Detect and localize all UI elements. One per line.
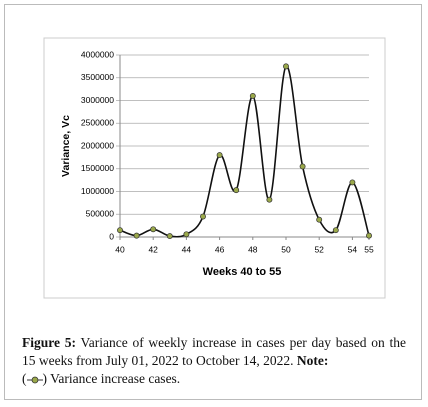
point <box>200 213 206 220</box>
point <box>366 232 372 239</box>
point <box>133 232 140 239</box>
symbol-close: ) <box>42 371 48 386</box>
y-axis-title: Variance, Vc <box>60 115 72 177</box>
point <box>316 216 323 223</box>
y-tick-label: 2000000 <box>81 140 114 150</box>
chart: Variance, Vc Weeks 40 to 55 0 500000 10000… <box>43 37 386 299</box>
x-tick-label: 40 <box>115 244 125 254</box>
point <box>166 233 173 240</box>
y-tick-label: 500000 <box>86 209 115 219</box>
x-tick-label: 42 <box>148 244 158 254</box>
y-tick-label: 4000000 <box>81 49 114 59</box>
point <box>266 196 273 203</box>
x-tick-label: 44 <box>182 244 192 254</box>
point <box>117 227 123 234</box>
x-tick-label: 46 <box>215 244 225 254</box>
point <box>299 163 306 170</box>
caption-label: Figure 5: <box>22 335 76 350</box>
legend-entry: Variance increase cases. <box>50 371 181 386</box>
y-tick-label: 0 <box>109 231 114 241</box>
line <box>119 65 370 238</box>
point <box>332 227 339 234</box>
point <box>233 187 240 194</box>
y-tick-label: 2500000 <box>81 118 114 128</box>
note-label: Note: <box>296 353 329 368</box>
point <box>183 231 190 238</box>
chart-frame <box>43 37 386 299</box>
x-axis-title: Weeks 40 to 55 <box>203 266 282 278</box>
x-tick-label: 52 <box>314 244 324 254</box>
symbol-open: ( <box>22 371 27 386</box>
point <box>150 226 157 233</box>
y-tick-label: 1000000 <box>81 186 114 196</box>
point <box>216 152 223 159</box>
point <box>249 92 256 99</box>
legend-symbol <box>26 376 43 384</box>
caption-text: Variance of weekly increase in cases per… <box>22 335 406 368</box>
figure-frame <box>4 4 422 400</box>
caption: Figure 5: Variance of weekly increase in… <box>22 334 406 388</box>
x-tick-label: 50 <box>281 244 291 254</box>
x-tick-label: 55 <box>364 244 374 254</box>
point <box>349 179 356 186</box>
y-tick-label: 3000000 <box>81 95 114 105</box>
x-tick-label: 48 <box>248 244 258 254</box>
point <box>283 63 289 70</box>
x-tick-label: 54 <box>348 244 358 254</box>
y-tick-label: 1500000 <box>81 163 114 173</box>
y-tick-label: 3500000 <box>81 72 114 82</box>
